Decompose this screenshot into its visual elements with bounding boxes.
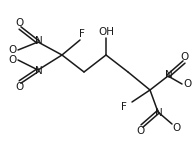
Text: N: N [35,36,43,46]
Text: O: O [15,18,23,28]
Text: O: O [137,126,145,136]
Text: F: F [121,102,127,112]
Text: N: N [165,70,173,80]
Text: O: O [184,79,192,89]
Text: O: O [8,55,16,65]
Text: F: F [79,29,85,39]
Text: N: N [35,66,43,76]
Text: N: N [155,108,163,118]
Text: O: O [181,52,189,62]
Text: O: O [15,82,23,92]
Text: O: O [8,45,16,55]
Text: O: O [173,123,181,133]
Text: OH: OH [98,27,114,37]
